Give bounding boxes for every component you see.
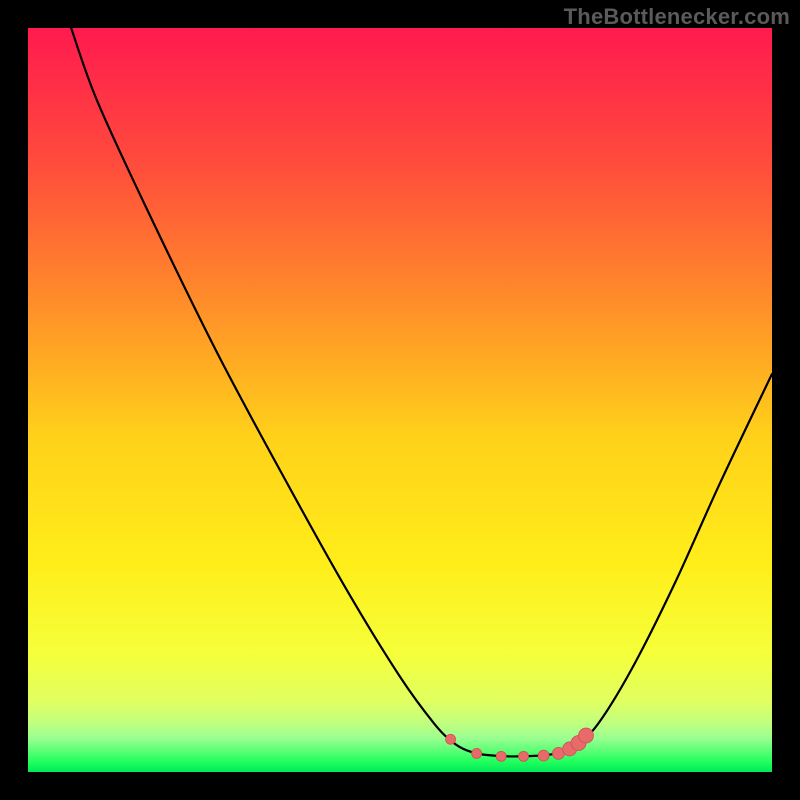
marker-point (496, 751, 506, 761)
attribution-label: TheBottlenecker.com (564, 4, 790, 30)
marker-point (579, 728, 594, 743)
marker-point (446, 734, 456, 744)
marker-point (472, 748, 482, 758)
chart-gradient-background (28, 28, 772, 772)
marker-point (538, 750, 549, 761)
bottleneck-chart: TheBottlenecker.com (0, 0, 800, 800)
marker-point (519, 751, 529, 761)
chart-svg (0, 0, 800, 800)
